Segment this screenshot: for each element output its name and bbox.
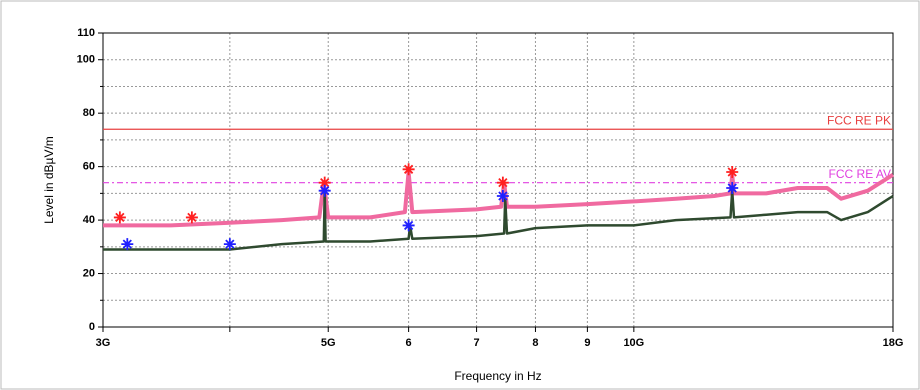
y-tick-label: 110 bbox=[77, 27, 95, 39]
x-tick-label: 10G bbox=[623, 337, 644, 349]
marker bbox=[223, 238, 236, 251]
limit-label: FCC RE AV bbox=[829, 167, 891, 181]
y-tick-label: 100 bbox=[77, 54, 95, 66]
y-tick-label: 80 bbox=[83, 107, 95, 119]
marker bbox=[402, 163, 415, 176]
x-tick-label: 9 bbox=[584, 337, 590, 349]
x-tick-label: 7 bbox=[474, 337, 480, 349]
marker bbox=[185, 211, 198, 224]
marker bbox=[726, 182, 739, 195]
marker bbox=[318, 184, 331, 197]
marker bbox=[496, 176, 509, 189]
limit-label: FCC RE PK bbox=[827, 113, 891, 127]
y-tick-label: 40 bbox=[83, 214, 95, 226]
trace bbox=[103, 189, 894, 251]
y-tick-label: 0 bbox=[89, 321, 95, 333]
marker bbox=[726, 165, 739, 178]
marker bbox=[121, 238, 134, 251]
marker bbox=[113, 211, 126, 224]
x-tick-label: 18G bbox=[883, 337, 904, 349]
x-tick-label: 5G bbox=[321, 337, 336, 349]
y-tick-label: 60 bbox=[83, 161, 95, 173]
x-tick-label: 6 bbox=[406, 337, 412, 349]
marker bbox=[318, 176, 331, 189]
y-tick-label: 20 bbox=[83, 267, 95, 279]
x-axis-label: Frequency in Hz bbox=[454, 369, 541, 383]
marker bbox=[496, 190, 509, 203]
x-tick-label: 8 bbox=[532, 337, 538, 349]
marker bbox=[402, 219, 415, 232]
y-axis-label: Level in dBµV/m bbox=[42, 136, 56, 224]
x-tick-label: 3G bbox=[96, 337, 111, 349]
plot-border bbox=[102, 32, 894, 328]
